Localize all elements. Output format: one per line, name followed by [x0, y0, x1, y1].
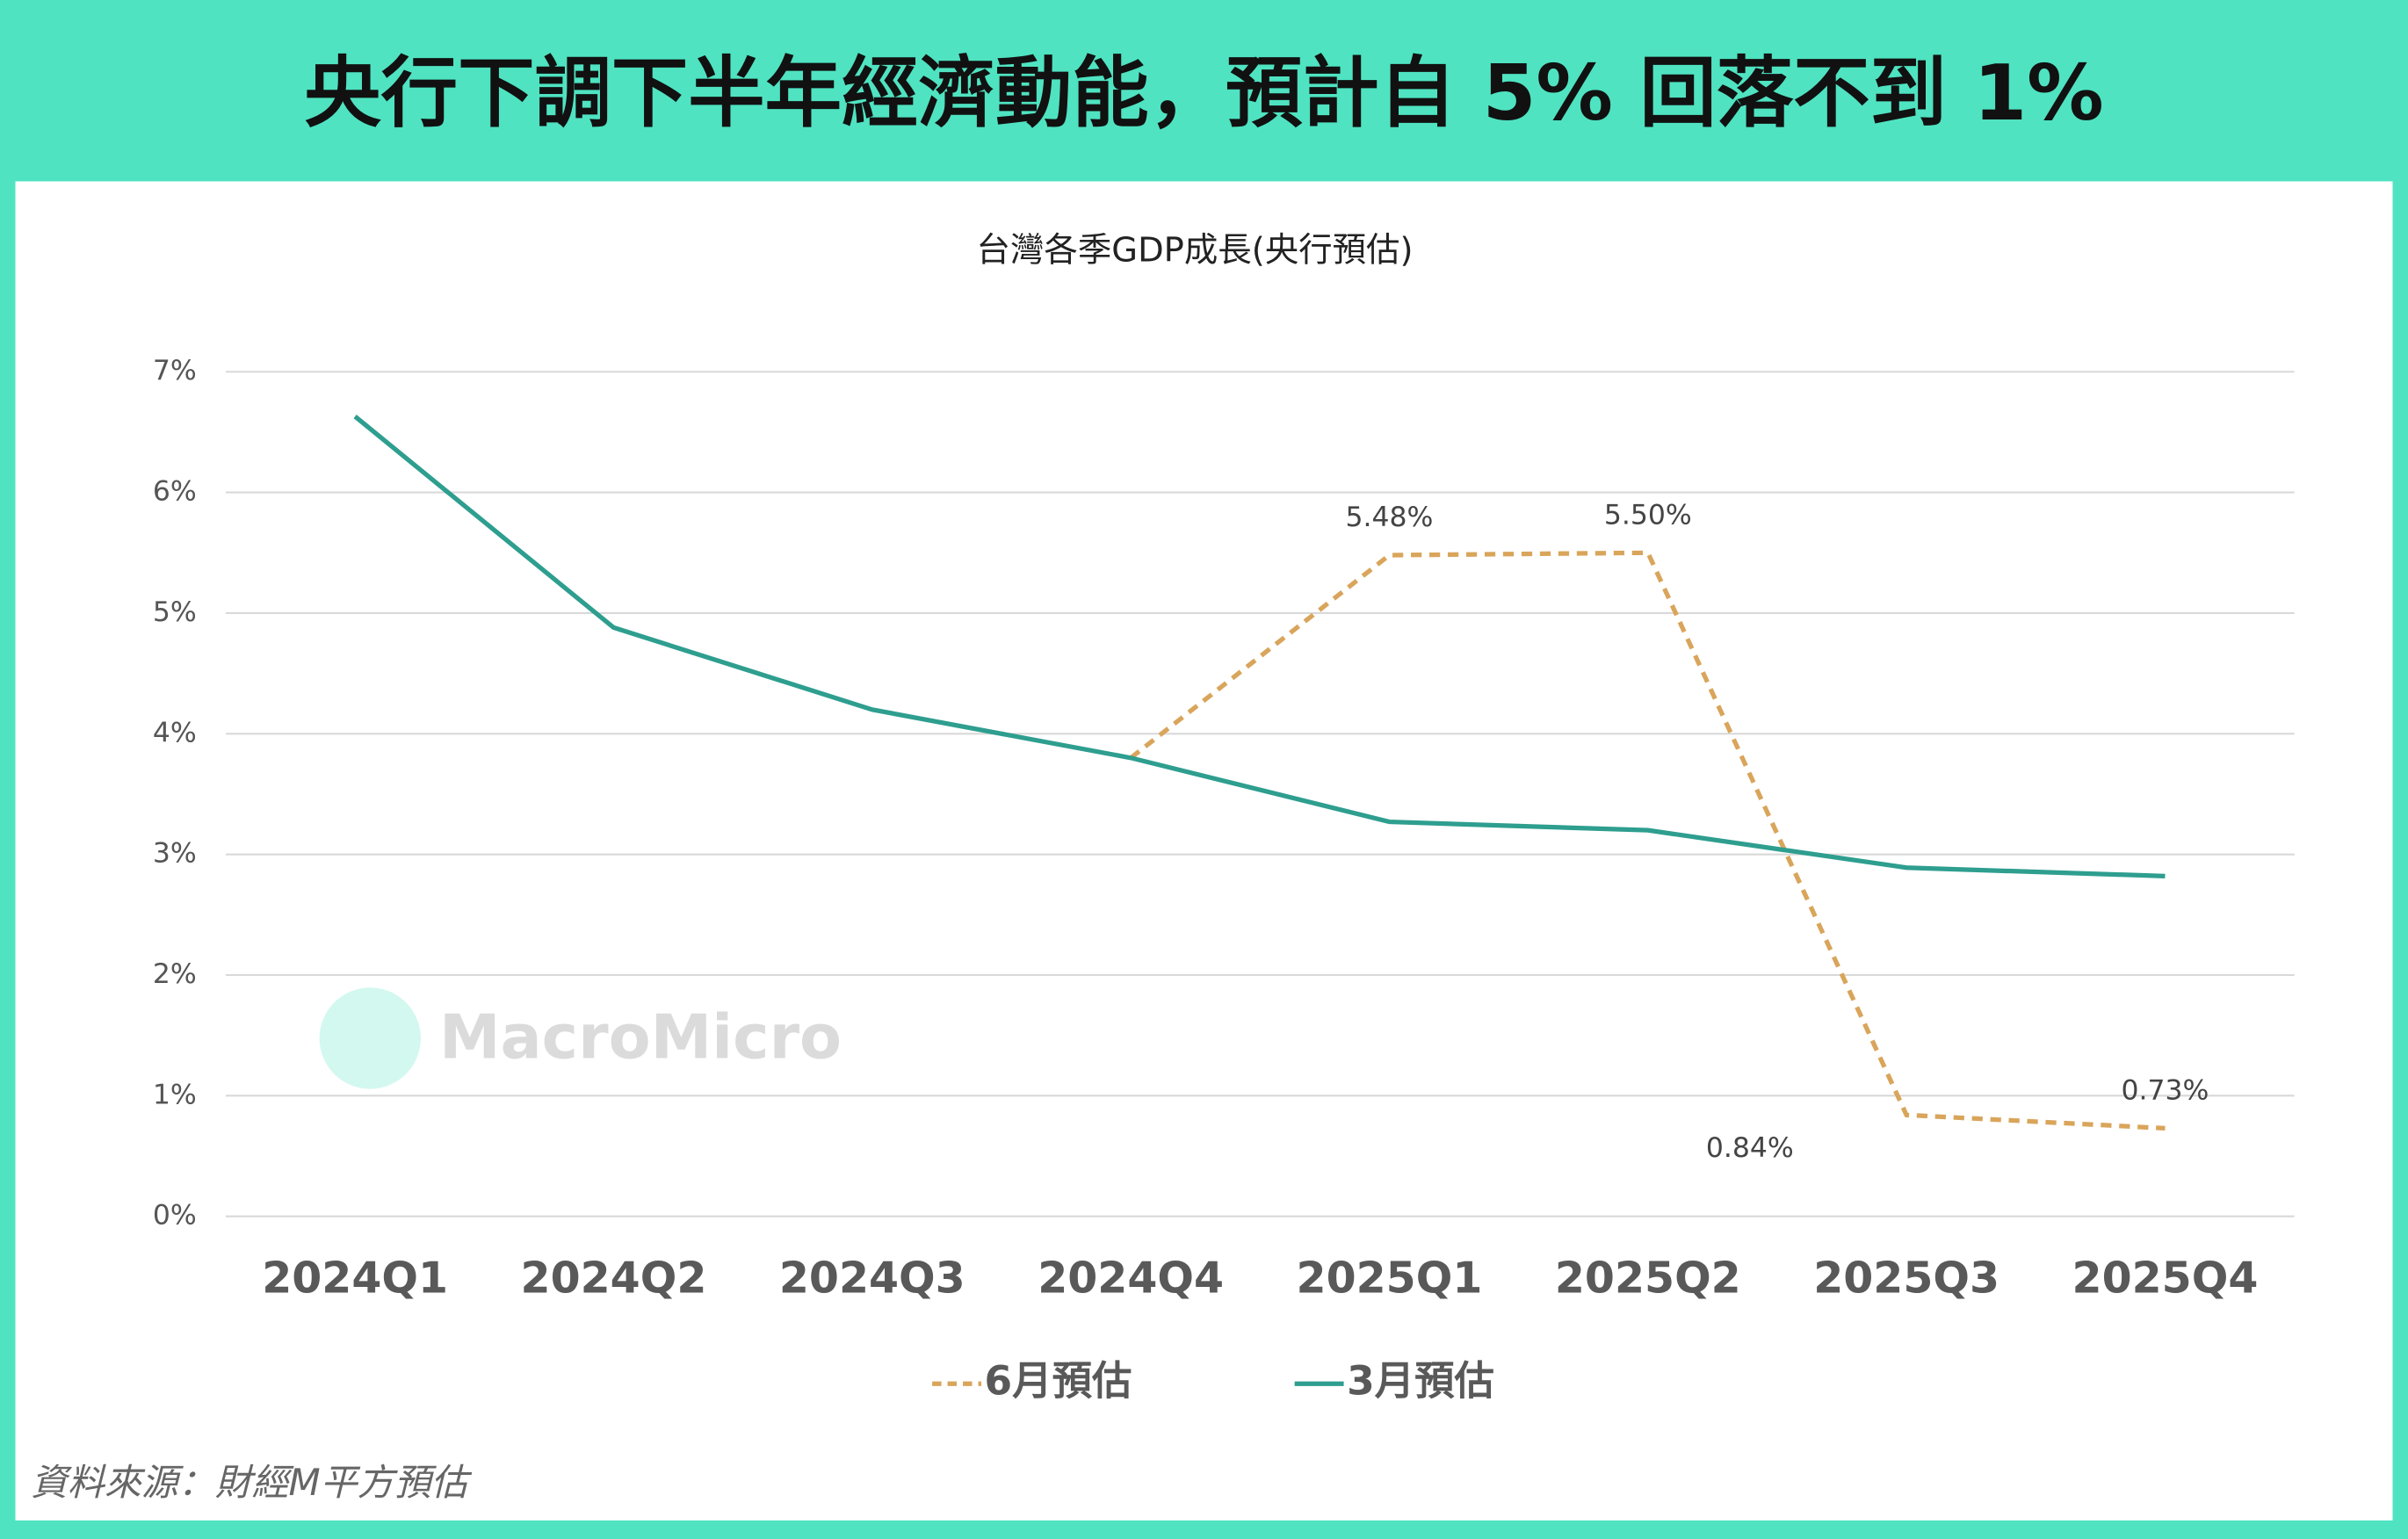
x-tick-label: 2024Q1 — [262, 1254, 448, 1304]
series-line — [1129, 550, 2166, 1131]
chart-title: 台灣各季GDP成長(央行預估) — [977, 230, 1414, 270]
source-note: 資料來源：財經M平方預估 — [31, 1461, 473, 1504]
x-tick-label: 2024Q2 — [521, 1254, 707, 1304]
y-tick-label: 3% — [153, 838, 197, 870]
y-tick-label: 7% — [153, 355, 197, 387]
y-tick-label: 2% — [153, 958, 197, 990]
x-tick-label: 2024Q3 — [779, 1254, 965, 1304]
watermark-logo — [319, 987, 421, 1089]
page-title: 央行下調下半年經濟動能，預計自 5% 回落不到 1% — [304, 48, 2103, 138]
y-tick-label: 5% — [153, 596, 197, 628]
y-tick-label: 0% — [153, 1200, 197, 1232]
value-label: 0.84% — [1706, 1132, 1794, 1164]
y-tick-label: 4% — [153, 717, 197, 748]
y-tick-label: 1% — [153, 1079, 197, 1110]
y-tick-label: 6% — [153, 476, 197, 508]
value-label: 5.50% — [1604, 499, 1692, 531]
x-tick-label: 2025Q1 — [1297, 1254, 1483, 1304]
series-line — [353, 415, 2166, 878]
x-tick-label: 2025Q2 — [1555, 1254, 1741, 1304]
x-tick-label: 2025Q3 — [1813, 1254, 1999, 1304]
legend-label: 6月預估 — [985, 1358, 1132, 1405]
watermark: MacroMicro — [439, 1001, 842, 1073]
panel — [15, 181, 2393, 1521]
value-label: 0.73% — [2122, 1074, 2209, 1106]
legend-label: 3月預估 — [1347, 1358, 1494, 1405]
x-tick-label: 2025Q4 — [2072, 1254, 2259, 1304]
value-label: 5.48% — [1346, 502, 1434, 533]
x-tick-label: 2024Q4 — [1038, 1254, 1224, 1304]
